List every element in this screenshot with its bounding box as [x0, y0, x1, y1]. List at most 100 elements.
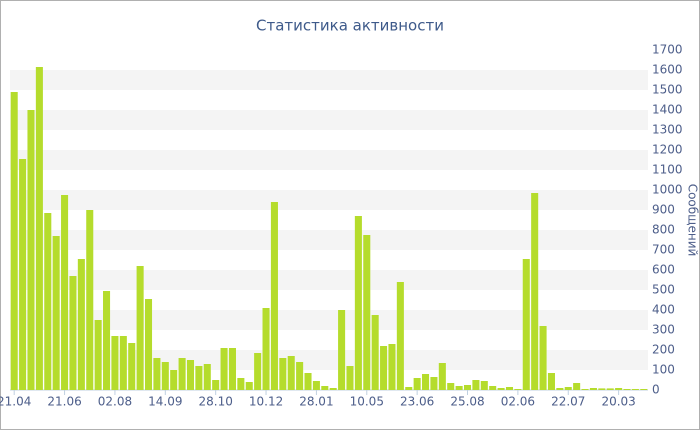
y-tick-label: 1200 [652, 143, 683, 157]
x-tick-label: 20.03 [601, 395, 635, 409]
y-tick-label: 600 [652, 263, 675, 277]
grid-band [10, 110, 648, 130]
x-tick-label: 10.05 [350, 395, 384, 409]
y-tick-label: 1500 [652, 83, 683, 97]
bar [186, 360, 195, 390]
bar [463, 385, 472, 390]
bar [346, 366, 354, 390]
bar [119, 336, 127, 390]
x-tick-label: 02.08 [98, 395, 132, 409]
y-axis-label: Сообщений [686, 184, 700, 257]
bar [304, 373, 312, 390]
bar [388, 344, 396, 390]
bar [422, 374, 430, 390]
bar [640, 389, 648, 390]
bar [128, 343, 136, 390]
bar [514, 389, 522, 390]
y-tick-label: 300 [652, 323, 675, 337]
bar [212, 380, 220, 390]
bar [606, 388, 614, 390]
x-tick-label: 21.04 [0, 395, 31, 409]
x-tick-label: 21.06 [47, 395, 81, 409]
bar [245, 382, 253, 390]
bar [531, 193, 539, 390]
x-tick-label: 02.06 [501, 395, 535, 409]
bar [539, 326, 547, 390]
bar [363, 235, 371, 390]
y-tick-label: 100 [652, 363, 675, 377]
bar [497, 388, 505, 390]
bar [472, 380, 480, 390]
bar [623, 389, 631, 390]
bar [161, 362, 169, 390]
bar [329, 388, 337, 390]
bar [144, 299, 153, 390]
bar [556, 388, 564, 390]
bar [564, 387, 572, 390]
bar [86, 210, 94, 390]
bar [69, 276, 77, 390]
bar [77, 259, 85, 390]
bar [195, 366, 203, 390]
bar [598, 388, 606, 390]
grid-band [10, 70, 648, 90]
bar [455, 386, 463, 390]
bar [203, 364, 211, 390]
bar [547, 373, 555, 390]
grid-band [10, 190, 648, 210]
bar [354, 216, 362, 390]
grid-band [10, 310, 648, 330]
bar [380, 346, 388, 390]
y-tick-label: 1400 [652, 103, 683, 117]
bar [615, 388, 623, 390]
y-tick-label: 1700 [652, 43, 683, 57]
bar [254, 353, 262, 390]
bar [10, 92, 18, 390]
x-tick-label: 28.10 [198, 395, 232, 409]
y-tick-label: 400 [652, 303, 675, 317]
x-tick-label: 28.01 [299, 395, 333, 409]
bar [228, 348, 236, 390]
bar [136, 266, 144, 390]
y-tick-label: 900 [652, 203, 675, 217]
bar [522, 259, 530, 390]
bar [27, 110, 35, 390]
y-tick-label: 0 [652, 383, 660, 397]
bar [296, 362, 304, 390]
bar [61, 195, 69, 390]
bar [111, 336, 119, 390]
chart-title: Статистика активности [256, 17, 444, 35]
x-tick-label: 10.12 [249, 395, 283, 409]
grid-band [10, 270, 648, 290]
grid-band [10, 230, 648, 250]
bar [413, 378, 421, 390]
y-tick-label: 200 [652, 343, 675, 357]
bar [170, 370, 178, 390]
bar [35, 67, 43, 390]
bar [153, 358, 161, 390]
y-tick-label: 1300 [652, 123, 683, 137]
bar [405, 387, 413, 390]
bar [220, 348, 228, 390]
bar [489, 386, 497, 390]
y-tick-label: 500 [652, 283, 675, 297]
bar [371, 315, 379, 390]
bar [279, 358, 287, 390]
bar [631, 389, 639, 390]
y-tick-label: 1000 [652, 183, 683, 197]
bar [581, 389, 589, 390]
grid-band [10, 150, 648, 170]
y-tick-label: 800 [652, 223, 675, 237]
bar [312, 381, 320, 390]
bar [262, 308, 270, 390]
y-tick-label: 1600 [652, 63, 683, 77]
bar [52, 236, 60, 390]
bar [237, 378, 245, 390]
bar [321, 386, 329, 390]
x-tick-label: 22.07 [551, 395, 585, 409]
bar [94, 320, 102, 390]
bar [287, 356, 295, 390]
bar [103, 291, 111, 390]
bar [396, 282, 404, 390]
bar [44, 213, 52, 390]
